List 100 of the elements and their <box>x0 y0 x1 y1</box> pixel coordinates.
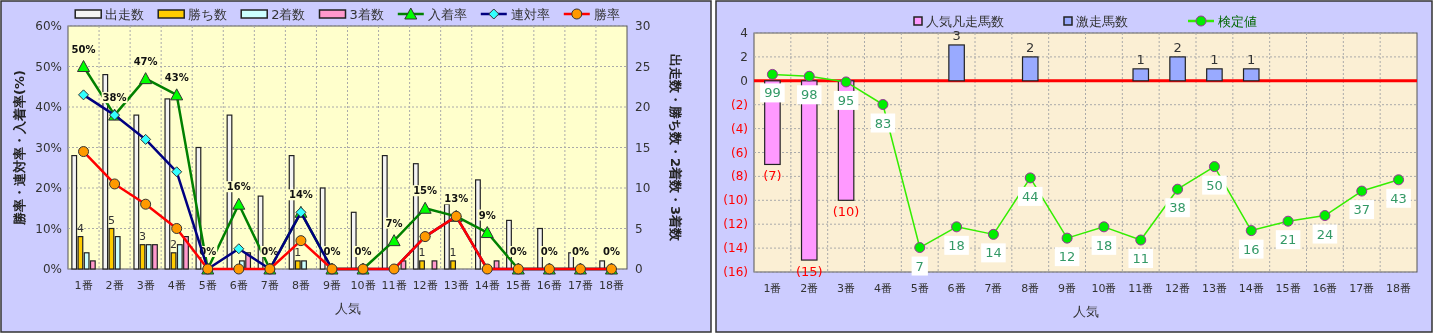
x-tick-label: 8番 <box>291 279 310 292</box>
x-tick-label: 8番 <box>1021 282 1040 295</box>
x-axis-title: 人気 <box>334 301 361 316</box>
x-tick-label: 16番 <box>1312 282 1338 295</box>
y-tick-label: (6) <box>731 145 748 160</box>
data-label: 50 <box>1206 177 1223 193</box>
y2-tick-label: 30 <box>635 19 651 33</box>
data-label: 43% <box>164 71 189 83</box>
y-tick-label: (10) <box>723 193 748 208</box>
x-tick-label: 12番 <box>1165 282 1191 295</box>
legend-label: 検定値 <box>1218 14 1257 29</box>
x-tick-label: 1番 <box>763 282 782 295</box>
data-label: 9% <box>478 209 496 221</box>
data-label: 21 <box>1279 232 1297 248</box>
data-label: 16% <box>226 181 251 193</box>
legend-label: 入着率 <box>427 7 467 22</box>
y-tick-label: 0% <box>42 262 62 276</box>
y-tick-label: 10% <box>35 221 62 236</box>
x-tick-label: 7番 <box>984 282 1003 295</box>
data-label: 11 <box>1132 251 1150 267</box>
legend-label: 2着数 <box>271 7 306 22</box>
data-label: 2 <box>1026 39 1035 55</box>
y2-tick-label: 20 <box>635 100 651 114</box>
data-label: 43 <box>1390 190 1407 206</box>
x-tick-label: 6番 <box>229 279 248 292</box>
y-tick-label: 40% <box>35 100 62 114</box>
data-label: 7 <box>915 258 924 274</box>
data-label: 47% <box>133 55 158 67</box>
x-tick-label: 9番 <box>1058 282 1077 295</box>
y-axis-title: 勝率・連対率・入着率(%) <box>12 70 27 226</box>
data-label: 4 <box>76 221 84 235</box>
x-tick-label: 18番 <box>598 279 624 292</box>
x-tick-label: 1番 <box>74 279 93 292</box>
legend-label: 3着数 <box>349 7 384 22</box>
data-label: 0% <box>509 246 527 257</box>
y2-tick-label: 10 <box>635 181 651 195</box>
data-label: 98 <box>800 87 818 103</box>
x-tick-label: 15番 <box>1275 282 1301 295</box>
x-tick-label: 15番 <box>505 279 531 292</box>
legend-label: 人気凡走馬数 <box>926 14 1004 29</box>
y-tick-label: 50% <box>35 59 62 74</box>
x-tick-label: 11番 <box>1128 282 1154 295</box>
data-label: 50% <box>71 43 96 55</box>
data-label: 2 <box>170 237 178 251</box>
x-tick-label: 13番 <box>1201 282 1227 295</box>
data-label: 5 <box>107 213 115 227</box>
data-label: 38 <box>1169 200 1186 216</box>
data-label: 38% <box>102 92 127 104</box>
legend-label: 出走数 <box>105 7 145 22</box>
data-label: 18 <box>948 237 965 253</box>
data-label: 1 <box>449 245 457 259</box>
data-label: 14 <box>985 245 1002 261</box>
data-label: 44 <box>1021 188 1039 204</box>
y-tick-label: (12) <box>723 217 748 232</box>
x-tick-label: 4番 <box>873 282 892 295</box>
x-tick-label: 5番 <box>910 282 929 295</box>
data-label: (15) <box>795 264 823 280</box>
y2-tick-label: 0 <box>635 262 643 276</box>
x-tick-label: 7番 <box>260 279 279 292</box>
data-label: (7) <box>763 168 782 184</box>
y2-tick-label: 25 <box>635 59 651 74</box>
y-tick-label: (4) <box>731 121 748 136</box>
data-label: 1 <box>418 245 426 259</box>
y2-axis-title: 出走数・勝ち数・2着数・3着数 <box>668 53 683 243</box>
data-label: 0% <box>571 246 589 257</box>
x-tick-label: 13番 <box>443 279 469 292</box>
data-label: 0% <box>602 246 620 257</box>
x-tick-label: 11番 <box>381 279 407 292</box>
data-label: 13% <box>444 193 469 205</box>
x-tick-label: 14番 <box>1238 282 1264 295</box>
data-label: 1 <box>1210 51 1219 67</box>
y-tick-label: 30% <box>35 140 62 155</box>
x-tick-label: 18番 <box>1386 282 1412 295</box>
y-tick-label: (16) <box>723 265 748 279</box>
data-label: 0% <box>540 246 558 257</box>
data-label: 1 <box>1136 51 1145 67</box>
x-tick-label: 14番 <box>474 279 500 292</box>
y-tick-label: 2 <box>740 49 748 64</box>
data-label: 2 <box>1173 39 1182 55</box>
x-tick-label: 6番 <box>947 282 966 295</box>
x-tick-label: 2番 <box>800 282 819 295</box>
y-tick-label: (2) <box>731 97 748 112</box>
y-tick-label: 4 <box>740 26 748 40</box>
x-tick-label: 16番 <box>536 279 562 292</box>
data-label: 12 <box>1058 249 1076 265</box>
data-label: 3 <box>139 229 147 243</box>
data-label: 1 <box>1247 51 1256 67</box>
x-tick-label: 17番 <box>1349 282 1375 295</box>
x-tick-label: 10番 <box>350 279 376 292</box>
data-label: (10) <box>832 204 860 220</box>
data-label: 99 <box>764 85 781 101</box>
data-label: 0% <box>261 246 279 257</box>
x-tick-label: 3番 <box>837 282 856 295</box>
legend-label: 勝ち数 <box>188 7 228 22</box>
y-tick-label: 0 <box>740 73 748 88</box>
x-tick-label: 12番 <box>412 279 438 292</box>
data-label: 15% <box>413 185 438 197</box>
x-tick-label: 2番 <box>105 279 124 292</box>
x-tick-label: 5番 <box>198 279 217 292</box>
legend-label: 連対率 <box>510 7 550 22</box>
